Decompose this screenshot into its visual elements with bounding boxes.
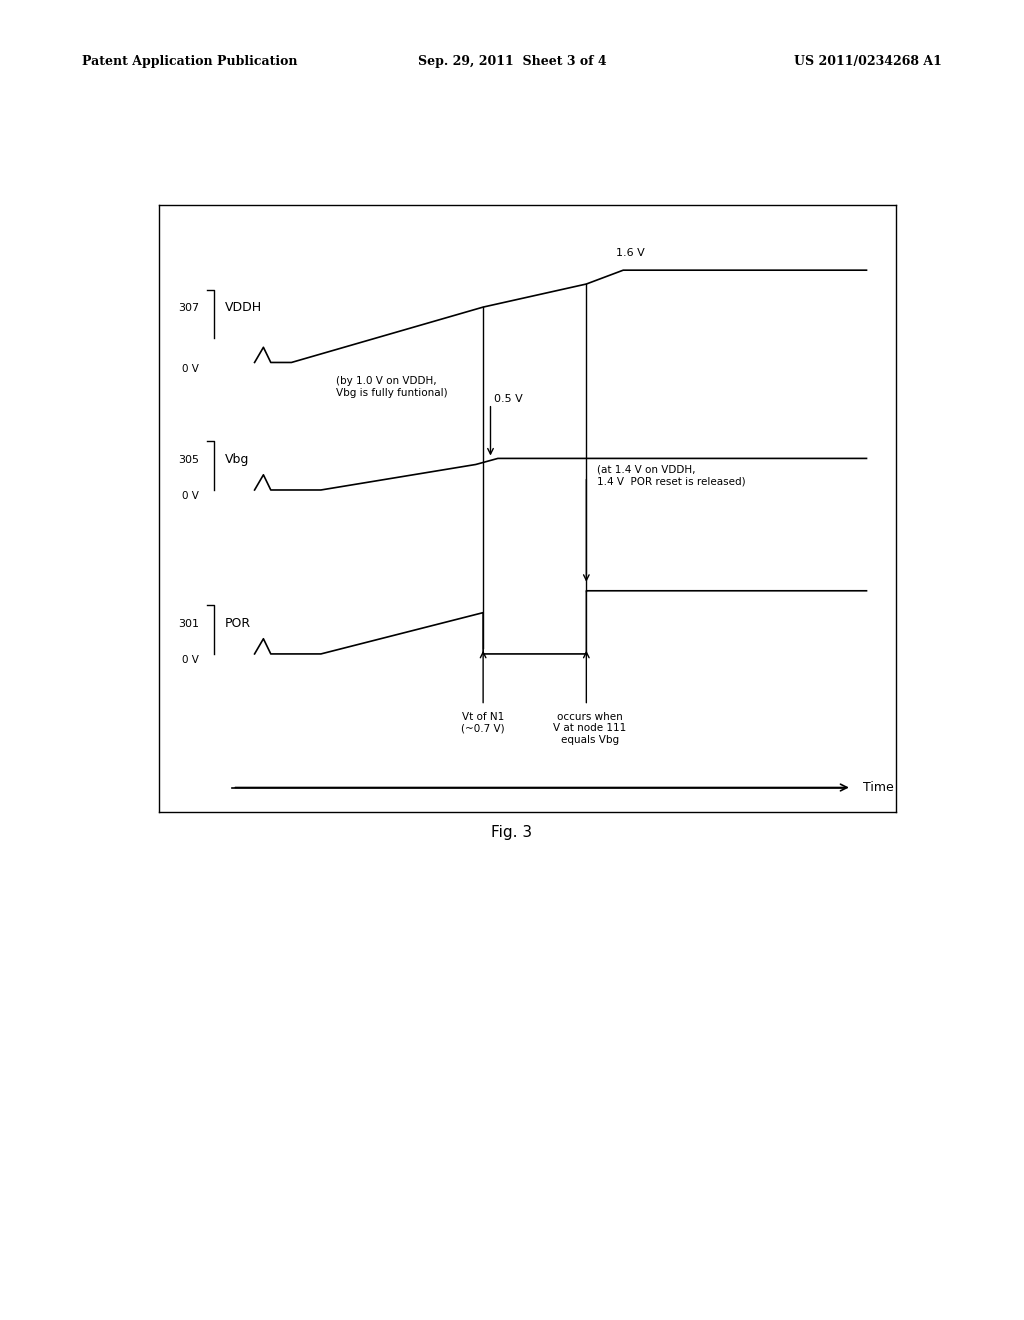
Text: 0 V: 0 V	[182, 655, 200, 665]
Text: (by 1.0 V on VDDH,
Vbg is fully funtional): (by 1.0 V on VDDH, Vbg is fully funtiona…	[336, 376, 447, 397]
Text: US 2011/0234268 A1: US 2011/0234268 A1	[795, 55, 942, 69]
Text: 1.6 V: 1.6 V	[615, 248, 644, 257]
Text: (at 1.4 V on VDDH,
1.4 V  POR reset is released): (at 1.4 V on VDDH, 1.4 V POR reset is re…	[597, 465, 746, 486]
Text: 0 V: 0 V	[182, 491, 200, 502]
Text: 0.5 V: 0.5 V	[495, 393, 523, 404]
Text: Fig. 3: Fig. 3	[492, 825, 532, 840]
Text: 307: 307	[178, 302, 200, 313]
Text: Patent Application Publication: Patent Application Publication	[82, 55, 297, 69]
Text: 305: 305	[178, 454, 200, 465]
Text: Vt of N1
(~0.7 V): Vt of N1 (~0.7 V)	[461, 711, 505, 733]
Text: Time: Time	[863, 781, 894, 795]
Text: occurs when
V at node 111
equals Vbg: occurs when V at node 111 equals Vbg	[553, 711, 627, 744]
Text: 0 V: 0 V	[182, 363, 200, 374]
Text: POR: POR	[225, 616, 251, 630]
Text: 301: 301	[178, 619, 200, 628]
Text: Vbg: Vbg	[225, 453, 250, 466]
Text: Sep. 29, 2011  Sheet 3 of 4: Sep. 29, 2011 Sheet 3 of 4	[418, 55, 606, 69]
Text: VDDH: VDDH	[225, 301, 262, 314]
